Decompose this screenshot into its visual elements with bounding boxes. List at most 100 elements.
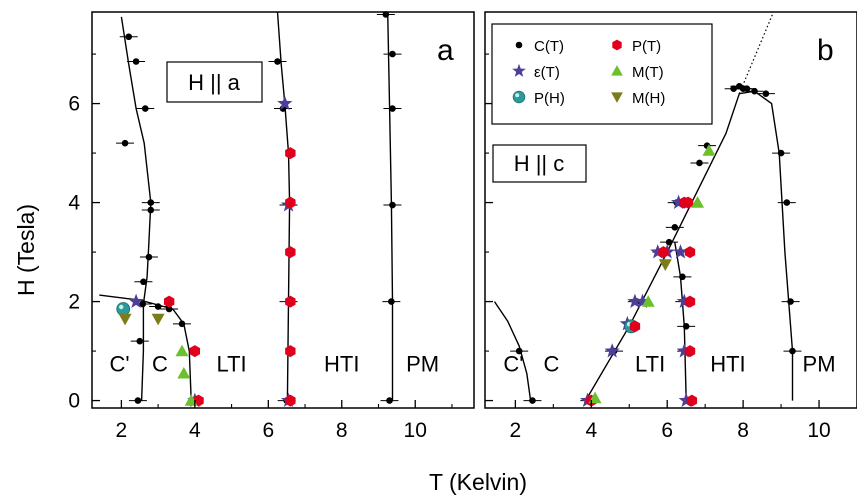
legend-box	[491, 23, 713, 125]
data-point-mh	[118, 313, 132, 326]
panel-b: 2 4 6 8 10 C' C LTI HTI PM H || c b C(T) ε(T) P(H)…	[484, 11, 857, 442]
data-point-ct	[515, 347, 523, 355]
phase-region-label: C'	[110, 351, 130, 376]
data-point-mh	[658, 259, 672, 271]
panel-b-frame	[484, 11, 857, 409]
data-point-ct	[140, 278, 147, 286]
data-point-ct	[388, 298, 395, 305]
data-point-t	[676, 293, 692, 309]
phase-boundary-line	[493, 301, 532, 401]
data-point-ct	[136, 337, 144, 345]
phase-region-label: C	[152, 351, 168, 376]
x-tick-label: 10	[404, 419, 427, 442]
phase-boundary-line	[674, 242, 687, 401]
data-point-mt	[175, 344, 189, 357]
data-point-pt	[684, 246, 696, 259]
phase-boundary-line	[99, 294, 192, 401]
data-point-t	[678, 392, 694, 408]
data-point-t	[277, 95, 293, 111]
legend-marker	[512, 90, 526, 104]
y-tick-label: 0	[68, 390, 80, 413]
data-point-ct	[382, 11, 390, 18]
data-point-ct	[389, 201, 396, 209]
panel-b-data-points	[510, 82, 802, 408]
data-point-pt	[285, 345, 296, 358]
legend-marker	[612, 39, 622, 51]
data-point-pt	[658, 246, 669, 259]
data-point-ct	[145, 253, 153, 261]
data-point-ct	[787, 298, 794, 305]
y-axis-title: H (Tesla)	[13, 204, 39, 296]
legend-label: M(H)	[632, 90, 665, 107]
y-tick-label: 6	[68, 93, 80, 116]
data-point-t	[650, 244, 666, 259]
data-point-pt	[285, 394, 296, 407]
data-point-ct	[696, 159, 703, 167]
data-point-mt	[691, 196, 705, 208]
legend-marker	[611, 92, 623, 103]
data-point-ct	[147, 206, 155, 214]
data-point-pt	[629, 320, 641, 333]
data-point-mh	[151, 313, 165, 326]
panel-a-region-labels: C' C LTI HTI PM	[110, 351, 440, 376]
legend-label: ε(T)	[534, 64, 560, 81]
data-point-ct	[154, 303, 162, 310]
data-point-ct	[274, 58, 281, 65]
panel-a: 2 4 6 8 10 0 2 4 6 C' C LTI HTI PM H || a a	[68, 11, 475, 442]
panel-b-field-label: H || c	[514, 151, 565, 176]
legend-label: P(T)	[632, 38, 661, 55]
data-point-pt	[189, 345, 201, 358]
data-point-ct	[679, 273, 686, 281]
data-point-ct	[134, 397, 142, 404]
extrapolated-boundary-line	[738, 11, 775, 94]
legend-marker	[512, 63, 526, 77]
x-axis-title: T (Kelvin)	[429, 469, 527, 495]
phase-region-label: C'	[503, 351, 523, 376]
data-point-mt	[177, 366, 191, 379]
data-point-t	[670, 194, 687, 210]
data-point-ct	[789, 347, 796, 355]
data-point-ct	[132, 58, 140, 65]
data-point-ct	[386, 397, 393, 404]
panel-a-field-label: H || a	[188, 70, 241, 95]
legend-label: P(H)	[534, 90, 565, 107]
data-point-pt	[285, 295, 296, 308]
phase-boundary-line	[120, 16, 152, 401]
data-point-ph	[116, 302, 131, 316]
phase-region-label: LTI	[216, 351, 246, 376]
data-point-ct	[389, 50, 396, 58]
legend-items: C(T) ε(T) P(H) P(T) M(T) M(H)	[512, 38, 665, 107]
data-point-ct	[529, 397, 536, 404]
data-point-ct	[730, 85, 737, 93]
x-tick-label: 6	[262, 419, 274, 442]
x-tick-label: 10	[807, 419, 830, 442]
y-tick-label: 2	[68, 291, 80, 314]
legend-marker	[611, 65, 623, 76]
data-point-mt	[641, 295, 655, 307]
panel-a-frame	[91, 11, 475, 409]
x-tick-label: 2	[510, 419, 522, 442]
data-point-pt	[686, 394, 698, 407]
x-tick-label: 8	[336, 419, 348, 442]
data-point-ct	[389, 105, 396, 112]
x-tick-label: 4	[189, 419, 201, 442]
x-tick-label: 8	[737, 419, 749, 442]
data-point-ct	[125, 33, 133, 41]
data-point-ct	[762, 90, 770, 97]
data-point-ct	[141, 105, 149, 112]
data-point-ct	[121, 139, 129, 147]
panel-b-field-box	[492, 144, 587, 183]
x-tick-label: 6	[661, 419, 673, 442]
data-point-mt	[702, 144, 716, 156]
data-point-ct	[178, 320, 186, 328]
phase-region-label: PM	[406, 351, 439, 376]
data-point-pt	[684, 345, 696, 358]
data-point-t	[627, 293, 643, 309]
data-point-t	[672, 244, 689, 259]
data-point-ct	[777, 149, 785, 157]
legend-label: C(T)	[534, 38, 564, 55]
legend-marker	[515, 41, 523, 49]
panel-a-letter: a	[437, 34, 454, 67]
